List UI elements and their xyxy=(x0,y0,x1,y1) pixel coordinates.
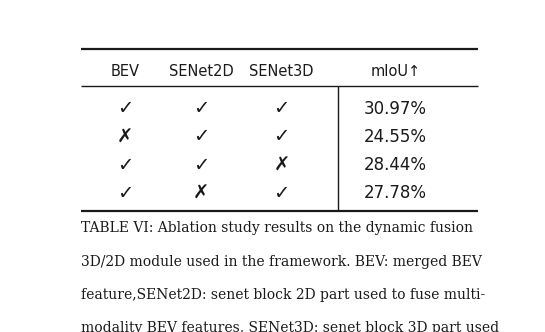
Text: mIoU↑: mIoU↑ xyxy=(371,64,421,79)
Text: ✓: ✓ xyxy=(193,99,209,119)
Text: 30.97%: 30.97% xyxy=(364,100,427,118)
Text: SENet3D: SENet3D xyxy=(249,64,314,79)
Text: ✓: ✓ xyxy=(117,156,134,175)
Text: ✓: ✓ xyxy=(117,99,134,119)
Text: ✓: ✓ xyxy=(273,127,289,146)
Text: 3D/2D module used in the framework. BEV: merged BEV: 3D/2D module used in the framework. BEV:… xyxy=(81,255,482,269)
Text: 28.44%: 28.44% xyxy=(364,156,427,174)
Text: SENet2D: SENet2D xyxy=(169,64,234,79)
Text: ✗: ✗ xyxy=(273,156,289,175)
Text: ✓: ✓ xyxy=(193,156,209,175)
Text: ✓: ✓ xyxy=(273,184,289,203)
Text: modality BEV features, SENet3D: senet block 3D part used: modality BEV features, SENet3D: senet bl… xyxy=(81,321,499,332)
Text: ✓: ✓ xyxy=(193,127,209,146)
Text: TABLE VI: Ablation study results on the dynamic fusion: TABLE VI: Ablation study results on the … xyxy=(81,221,473,235)
Text: feature,SENet2D: senet block 2D part used to fuse multi-: feature,SENet2D: senet block 2D part use… xyxy=(81,288,485,302)
Text: BEV: BEV xyxy=(111,64,140,79)
Text: ✓: ✓ xyxy=(273,99,289,119)
Text: ✓: ✓ xyxy=(117,184,134,203)
Text: ✗: ✗ xyxy=(117,127,134,146)
Text: ✗: ✗ xyxy=(193,184,209,203)
Text: 27.78%: 27.78% xyxy=(364,184,427,202)
Text: 24.55%: 24.55% xyxy=(364,128,427,146)
